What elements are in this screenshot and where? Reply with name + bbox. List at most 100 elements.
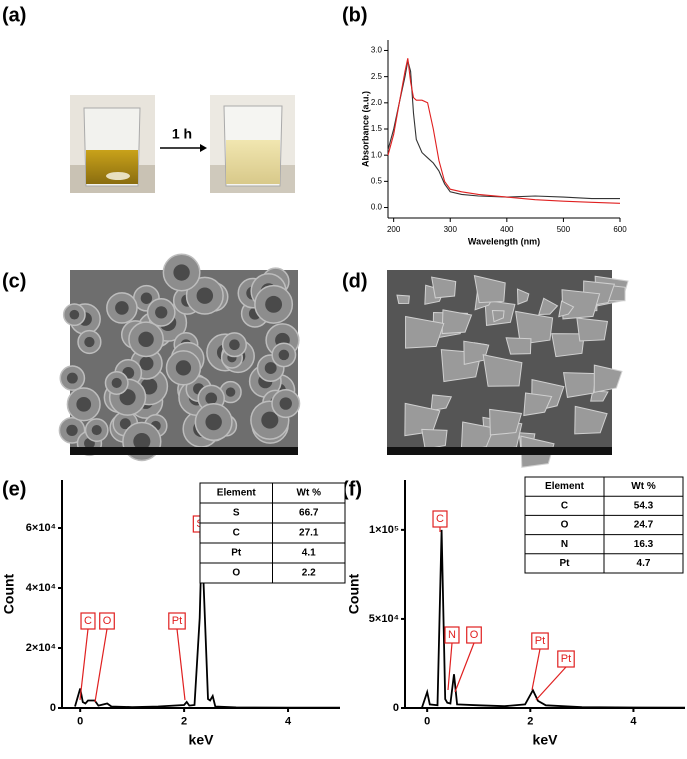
y-tick-label: 0	[393, 702, 399, 714]
sem-image	[387, 270, 629, 468]
table-cell: O	[561, 520, 569, 531]
particle-hole	[265, 295, 283, 313]
annotation-box	[444, 626, 460, 644]
annotation-leader	[531, 648, 541, 691]
flake	[405, 315, 445, 349]
particle-hole	[111, 377, 122, 389]
x-axis-label: Wavelength (nm)	[468, 236, 540, 246]
annotation: Pt	[535, 635, 545, 647]
panel-label: (c)	[2, 270, 26, 292]
flake	[558, 300, 575, 318]
annotation-box	[466, 626, 482, 644]
particle-hole	[84, 336, 95, 348]
x-axis-label: keV	[189, 732, 215, 748]
annotation-leader	[447, 642, 453, 691]
arrow	[160, 144, 207, 152]
flake	[515, 310, 554, 345]
table-cell: 16.3	[634, 539, 654, 550]
table-cell: N	[561, 539, 568, 550]
y-tick-label: 2.5	[371, 72, 383, 81]
x-tick-label: 0	[77, 715, 83, 727]
x-tick-label: 2	[527, 715, 533, 727]
info-bar	[387, 447, 612, 455]
flake	[482, 354, 523, 387]
spectrum-line	[387, 58, 621, 204]
flake	[473, 275, 506, 304]
particle-hole	[66, 424, 78, 437]
particle-hole	[140, 292, 153, 304]
annotation-leader	[94, 628, 108, 703]
info-bar	[70, 447, 298, 455]
y-tick-label: 6×10⁴	[26, 522, 56, 534]
annotation-box	[168, 612, 186, 630]
annotation: C	[84, 615, 92, 627]
annotation: Pt	[561, 653, 571, 665]
panel-label: (b)	[342, 4, 368, 26]
table-cell: 54.3	[634, 500, 654, 511]
y-tick-label: 5×10⁴	[369, 613, 399, 625]
arrow-label: 1 h	[172, 126, 192, 142]
flake	[505, 337, 532, 355]
particle-hole	[138, 331, 154, 348]
table-cell: S	[233, 508, 240, 519]
flake	[562, 372, 597, 398]
flake	[421, 428, 448, 450]
table-cell: Pt	[231, 548, 242, 559]
table-cell: 27.1	[299, 528, 319, 539]
y-axis-label: Absorbance (a.u.)	[360, 91, 370, 167]
photo-before	[70, 95, 155, 193]
x-tick-label: 200	[387, 225, 401, 234]
particle-hole	[264, 362, 277, 375]
table-cell: 4.1	[302, 548, 316, 559]
table-cell: C	[561, 500, 568, 511]
x-tick-label: 4	[285, 715, 292, 727]
flake	[460, 421, 495, 453]
particle-hole	[279, 397, 292, 410]
annotation-box	[99, 612, 115, 630]
particle-hole	[229, 339, 240, 351]
particle-hole	[69, 309, 80, 320]
particle-hole	[66, 372, 78, 384]
sem-image	[58, 253, 301, 462]
x-tick-label: 500	[557, 225, 571, 234]
table-cell: 4.7	[637, 558, 651, 569]
annotation: O	[103, 615, 112, 627]
y-tick-label: 2×10⁴	[26, 642, 56, 654]
y-tick-label: 4×10⁴	[26, 582, 56, 594]
particle-hole	[133, 432, 151, 451]
annotation-box	[531, 632, 549, 650]
y-axis-label: Count	[1, 573, 17, 614]
panel-label: (f)	[342, 478, 362, 500]
y-tick-label: 3.0	[371, 46, 383, 55]
particle-hole	[155, 306, 168, 319]
annotation: C	[436, 513, 444, 525]
annotation: Pt	[172, 615, 182, 627]
panel-label: (e)	[2, 478, 26, 500]
y-tick-label: 0.0	[371, 203, 383, 212]
table-header: Wt %	[297, 488, 322, 499]
annotation-leader	[79, 628, 89, 701]
table-header: Wt %	[631, 481, 656, 492]
table-cell: 66.7	[299, 508, 319, 519]
y-tick-label: 1.5	[371, 124, 383, 133]
spectrum-line	[387, 60, 620, 200]
annotation: N	[448, 629, 456, 641]
y-tick-label: 0.5	[371, 176, 383, 185]
flake	[396, 294, 410, 304]
particle-hole	[119, 418, 131, 430]
table-header: Element	[545, 481, 585, 492]
annotation-leader	[176, 628, 186, 701]
flake	[576, 317, 609, 342]
table-cell: Pt	[560, 558, 571, 569]
x-axis-label: keV	[533, 732, 559, 748]
annotation: O	[470, 629, 479, 641]
table-cell: 2.2	[302, 568, 316, 579]
flake	[590, 390, 609, 402]
x-tick-label: 400	[500, 225, 514, 234]
flake	[430, 394, 453, 412]
flake	[431, 276, 457, 299]
table-header: Element	[217, 488, 257, 499]
panel-label: (d)	[342, 270, 368, 292]
table-cell: C	[233, 528, 240, 539]
